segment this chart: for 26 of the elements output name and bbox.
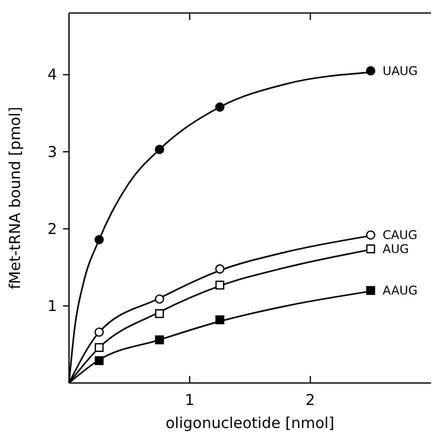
point	[215, 264, 224, 274]
point	[366, 66, 376, 76]
point	[154, 144, 164, 154]
point	[366, 286, 376, 295]
y-tick-label: 3	[47, 142, 57, 161]
y-tick-label: 1	[47, 296, 57, 315]
y-tick-label: 2	[47, 220, 57, 238]
point	[366, 244, 376, 254]
point	[215, 102, 224, 112]
y-tick-label: 4	[47, 66, 57, 84]
point	[215, 280, 224, 290]
y-axis-title: fMet-tRNA bound [pmol]	[6, 106, 24, 290]
series-label: AAUG	[382, 284, 418, 298]
x-axis-title: oligonucleotide [nmol]	[166, 414, 334, 432]
point	[154, 294, 164, 304]
point	[94, 356, 104, 366]
point	[94, 343, 104, 352]
point	[155, 335, 164, 344]
series-label: UAUG	[382, 64, 418, 78]
point	[94, 234, 104, 244]
series-label: CAUG	[382, 228, 418, 242]
point	[366, 230, 376, 240]
series-label: AUG	[382, 242, 409, 256]
point	[215, 315, 224, 324]
point	[94, 327, 104, 337]
point	[155, 309, 164, 318]
